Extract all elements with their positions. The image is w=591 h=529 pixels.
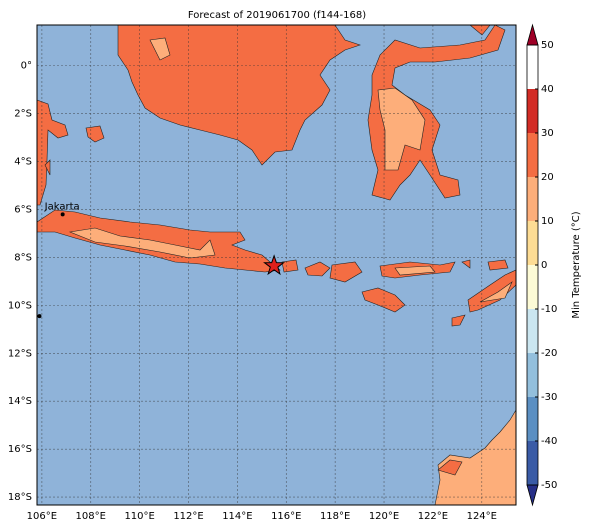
colorbar-tick-label: 20 xyxy=(541,172,554,183)
colorbar-extend-high xyxy=(526,23,539,46)
y-tick-label: 16°S xyxy=(8,444,32,455)
colorbar-tick-label: -30 xyxy=(541,392,557,403)
star-marker xyxy=(263,254,286,276)
colorbar-tick-label: -40 xyxy=(541,436,557,447)
y-tick-label: 6°S xyxy=(14,205,32,216)
y-tick-label: 18°S xyxy=(8,492,32,503)
y-tick-label: 14°S xyxy=(8,396,32,407)
x-tick-label: 110°E xyxy=(124,511,154,522)
city-label: Jakarta xyxy=(44,201,80,212)
colorbar-band xyxy=(527,89,538,133)
city-marker xyxy=(60,212,65,217)
x-tick-label: 116°E xyxy=(271,511,301,522)
colorbar-band xyxy=(527,177,538,221)
colorbar-tick-label: 30 xyxy=(541,128,554,139)
colorbar-band xyxy=(527,265,538,309)
colorbar-band xyxy=(527,309,538,353)
x-tick-label: 112°E xyxy=(173,511,203,522)
x-tick-label: 124°E xyxy=(467,511,497,522)
x-tick-label: 108°E xyxy=(76,511,106,522)
x-tick-label: 122°E xyxy=(418,511,448,522)
colorbar-tick-label: -50 xyxy=(541,480,557,491)
colorbar-band xyxy=(527,221,538,265)
colorbar-band xyxy=(527,353,538,397)
x-tick-label: 114°E xyxy=(222,511,252,522)
y-tick-label: 0° xyxy=(21,61,32,72)
colorbar-extend-low xyxy=(526,484,539,507)
frame xyxy=(36,24,517,506)
x-tick-label: 120°E xyxy=(369,511,399,522)
title: Forecast of 2019061700 (f144-168) xyxy=(188,10,366,21)
colorbar-tick-label: 0 xyxy=(541,260,547,271)
y-tick-label: 4°S xyxy=(14,157,32,168)
land xyxy=(36,24,517,506)
y-tick-label: 2°S xyxy=(14,109,32,120)
y-tick-label: 8°S xyxy=(14,252,32,263)
city-marker xyxy=(37,314,42,319)
y-tick-label: 10°S xyxy=(8,300,32,311)
colorbar-band xyxy=(527,397,538,441)
colorbar-tick-label: 10 xyxy=(541,216,554,227)
colorbar-tick-label: -10 xyxy=(541,304,557,315)
x-tick-label: 106°E xyxy=(27,511,57,522)
map xyxy=(36,24,517,506)
colorbar-band xyxy=(527,133,538,177)
colorbar-band xyxy=(527,441,538,485)
colorbar-label: Min Temperature (°C) xyxy=(571,211,582,318)
colorbar-tick-label: -20 xyxy=(541,348,557,359)
colorbar-tick-label: 40 xyxy=(541,84,554,95)
colorbar-tick-label: 50 xyxy=(541,40,554,51)
y-tick-label: 12°S xyxy=(8,348,32,359)
x-tick-label: 118°E xyxy=(320,511,350,522)
